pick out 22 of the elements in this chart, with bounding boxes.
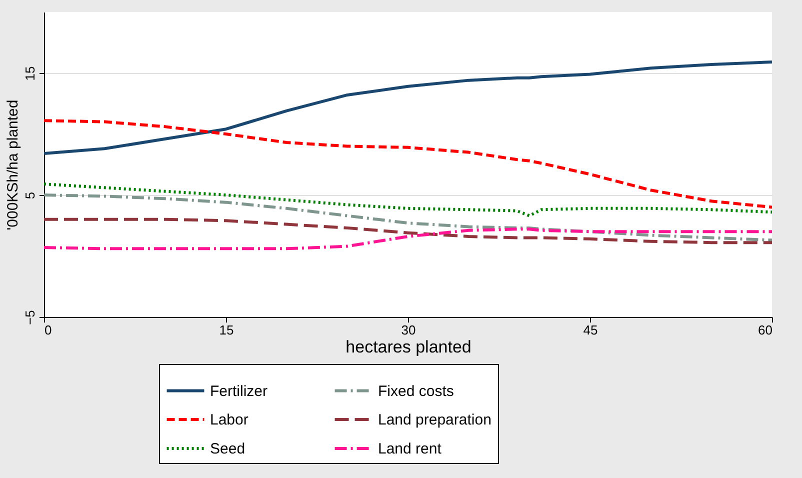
x-axis-title: hectares planted [346, 338, 472, 356]
y-tick-label: −5 [22, 310, 38, 325]
line-series [44, 119, 772, 209]
x-tick-label: 60 [758, 322, 772, 338]
legend-label: Land preparation [378, 412, 492, 428]
legend-label: Fertilizer [210, 382, 268, 400]
legend-label: Land rent [378, 440, 442, 458]
line-series [44, 218, 772, 244]
legend-label: Fixed costs [378, 382, 454, 400]
line-series [44, 228, 772, 250]
x-tick-label: 0 [44, 322, 52, 338]
x-tick-label: 30 [401, 322, 416, 338]
legend-label: Seed [210, 440, 246, 458]
line-series [44, 182, 772, 218]
line-series [44, 60, 772, 156]
x-tick-label: 15 [219, 322, 234, 338]
x-tick-label: 45 [583, 322, 598, 338]
y-tick-label: 15 [22, 66, 38, 81]
line-series [44, 194, 772, 242]
y-tick-label: 5 [22, 192, 38, 200]
y-axis-title: '000KSh/ha planted [4, 100, 22, 230]
legend-label: Labor [210, 412, 248, 428]
